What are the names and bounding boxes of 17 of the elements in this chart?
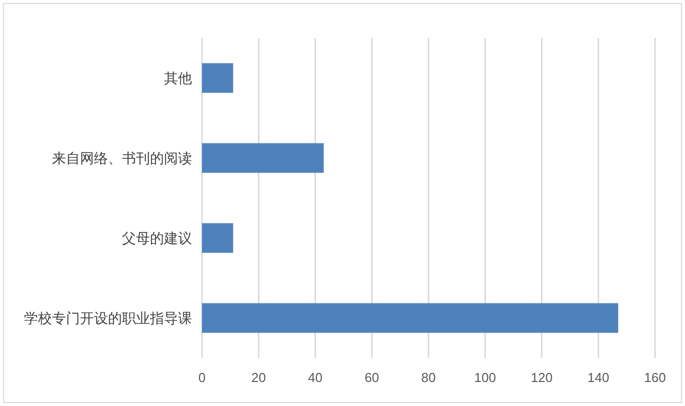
x-tick-label: 120 bbox=[530, 370, 553, 385]
bar bbox=[202, 143, 324, 173]
bar bbox=[202, 63, 234, 93]
x-tick-label: 80 bbox=[421, 370, 436, 385]
x-tick-label: 160 bbox=[644, 370, 666, 385]
x-tick-label: 40 bbox=[308, 370, 322, 385]
x-tick-label: 0 bbox=[198, 370, 206, 385]
x-tick-label: 20 bbox=[251, 370, 266, 385]
x-tick-label: 100 bbox=[474, 370, 496, 385]
bar bbox=[202, 223, 234, 253]
y-tick-label: 学校专门开设的职业指导课 bbox=[24, 310, 192, 326]
y-tick-label: 其他 bbox=[164, 70, 192, 86]
x-tick-label: 140 bbox=[588, 370, 610, 385]
y-tick-label: 父母的建议 bbox=[122, 230, 192, 246]
x-tick-label: 60 bbox=[364, 370, 380, 385]
bar bbox=[202, 303, 618, 333]
y-tick-label: 来自网络、书刊的阅读 bbox=[52, 150, 192, 166]
